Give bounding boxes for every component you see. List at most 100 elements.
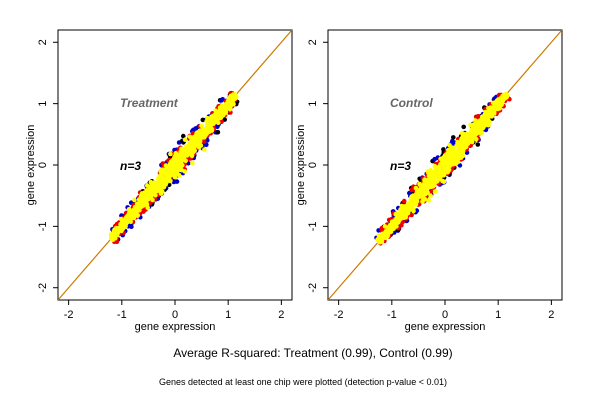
y-tick-label: 0	[37, 162, 49, 168]
point-yellow	[206, 125, 212, 130]
x-tick-label: -2	[64, 309, 74, 321]
x-axis-label: gene expression	[135, 321, 216, 333]
point-yellow	[426, 198, 432, 203]
point-yellow	[144, 183, 150, 188]
point-yellow	[462, 137, 467, 142]
y-tick-label: -1	[37, 221, 49, 231]
point-yellow	[131, 209, 137, 215]
point-red	[201, 139, 207, 144]
point-yellow	[192, 144, 197, 150]
point-yellow	[463, 133, 469, 139]
point-blue	[461, 124, 467, 130]
point-red	[399, 223, 404, 228]
point-yellow	[109, 236, 115, 241]
point-yellow	[163, 163, 169, 168]
y-axis: -2 -1 0 1 2	[307, 39, 328, 293]
point-yellow	[438, 156, 444, 162]
point-yellow	[442, 164, 447, 170]
point-yellow	[476, 119, 482, 124]
point-yellow	[410, 199, 416, 204]
point-blue	[200, 117, 206, 123]
point-yellow	[501, 94, 507, 99]
x-tick-label: 0	[172, 309, 178, 321]
point-yellow	[194, 132, 199, 137]
point-blue	[204, 142, 209, 148]
point-yellow	[388, 227, 394, 233]
scatter-panel-1: -2 -1 0 1 2 -2 -1 0 1 2 gene expression gene expres…	[25, 29, 293, 333]
caption: Average R-squared: Treatment (0.99), Con…	[173, 346, 452, 360]
point-yellow	[224, 106, 229, 111]
x-tick-label: -1	[387, 309, 397, 321]
x-tick-label: 1	[225, 309, 231, 321]
y-axis-label: gene expression	[295, 125, 307, 206]
point-yellow	[434, 166, 439, 171]
point-yellow	[144, 188, 149, 193]
point-yellow	[202, 134, 207, 140]
point-yellow	[450, 158, 455, 164]
x-tick-label: 2	[548, 309, 554, 321]
point-yellow	[159, 178, 164, 184]
point-red	[401, 198, 407, 204]
point-yellow	[173, 156, 179, 162]
panel-title: Treatment	[120, 96, 179, 110]
point-yellow	[423, 191, 428, 197]
point-yellow	[451, 154, 457, 160]
point-yellow	[199, 123, 204, 129]
point-yellow	[428, 193, 433, 198]
point-blue	[475, 142, 481, 147]
point-yellow	[433, 189, 438, 194]
y-axis: -2 -1 0 1 2	[37, 39, 58, 293]
x-tick-label: 2	[278, 309, 284, 321]
point-yellow	[486, 117, 491, 123]
point-yellow	[160, 189, 165, 195]
point-yellow	[400, 205, 405, 211]
x-axis-label: gene expression	[405, 321, 486, 333]
point-yellow	[198, 133, 204, 139]
point-yellow	[457, 145, 463, 150]
point-yellow	[431, 179, 437, 184]
point-yellow	[437, 164, 443, 169]
x-axis: -2 -1 0 1 2	[64, 300, 284, 321]
point-yellow	[132, 197, 137, 203]
point-yellow	[447, 143, 452, 148]
point-yellow	[420, 184, 426, 189]
point-yellow	[160, 167, 166, 173]
point-yellow	[174, 163, 180, 168]
point-yellow	[187, 134, 193, 140]
point-yellow	[141, 201, 147, 207]
point-yellow	[391, 219, 397, 224]
point-blue	[193, 126, 199, 131]
point-yellow	[207, 116, 213, 122]
point-yellow	[179, 167, 184, 173]
point-yellow	[420, 199, 425, 204]
point-yellow	[469, 132, 475, 138]
point-yellow	[469, 138, 474, 143]
point-yellow	[183, 150, 188, 156]
point-yellow	[180, 147, 186, 152]
point-red	[409, 187, 415, 193]
point-yellow	[376, 237, 382, 243]
point-yellow	[448, 148, 454, 153]
point-yellow	[175, 167, 181, 173]
y-axis-label: gene expression	[25, 125, 37, 206]
point-yellow	[142, 196, 147, 202]
point-yellow	[493, 99, 499, 105]
point-yellow	[231, 101, 236, 107]
point-yellow	[227, 107, 233, 112]
point-blue	[181, 133, 186, 139]
point-yellow	[428, 167, 434, 173]
point-yellow	[151, 181, 156, 186]
point-yellow	[114, 227, 119, 233]
point-yellow	[498, 96, 504, 101]
point-yellow	[479, 124, 484, 130]
x-tick-label: 1	[495, 309, 501, 321]
point-yellow	[113, 232, 119, 238]
point-yellow	[432, 173, 437, 178]
point-yellow	[394, 216, 399, 221]
point-yellow	[190, 160, 195, 166]
y-tick-label: -1	[307, 221, 319, 231]
point-yellow	[119, 222, 125, 228]
point-red	[409, 212, 414, 218]
point-yellow	[474, 127, 479, 133]
